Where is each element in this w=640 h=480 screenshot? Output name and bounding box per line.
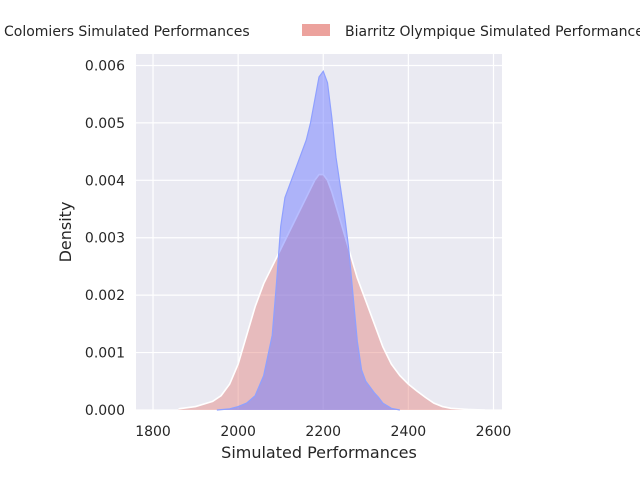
- x-tick-label: 2200: [305, 424, 341, 440]
- density-areas: [178, 69, 486, 411]
- y-tick-labels: 0.000 0.001 0.002 0.003 0.004 0.005 0.006: [85, 58, 125, 419]
- x-tick-labels: 1800 2000 2200 2400 2600: [135, 424, 511, 440]
- y-tick-label: 0.003: [85, 231, 125, 247]
- y-tick-label: 0.006: [85, 58, 125, 74]
- x-tick-label: 2600: [476, 424, 512, 440]
- y-tick-label: 0.004: [85, 173, 125, 189]
- legend-swatch: [302, 24, 330, 36]
- x-axis-label: Simulated Performances: [221, 443, 417, 462]
- legend-label: Colomiers Simulated Performances: [4, 24, 250, 40]
- x-tick-label: 1800: [135, 424, 171, 440]
- density-line-0: [216, 69, 400, 411]
- y-tick-label: 0.000: [85, 403, 125, 419]
- x-tick-label: 2400: [391, 424, 427, 440]
- y-tick-label: 0.005: [85, 116, 125, 132]
- x-tick-label: 2000: [220, 424, 256, 440]
- y-axis-label: Density: [56, 202, 75, 263]
- legend: Colomiers Simulated Performances Biarritz…: [4, 24, 640, 40]
- legend-label: Biarritz Olympique Simulated Performance…: [345, 24, 640, 40]
- y-tick-label: 0.002: [85, 288, 125, 304]
- density-area-0: [216, 71, 400, 410]
- y-tick-label: 0.001: [85, 346, 125, 362]
